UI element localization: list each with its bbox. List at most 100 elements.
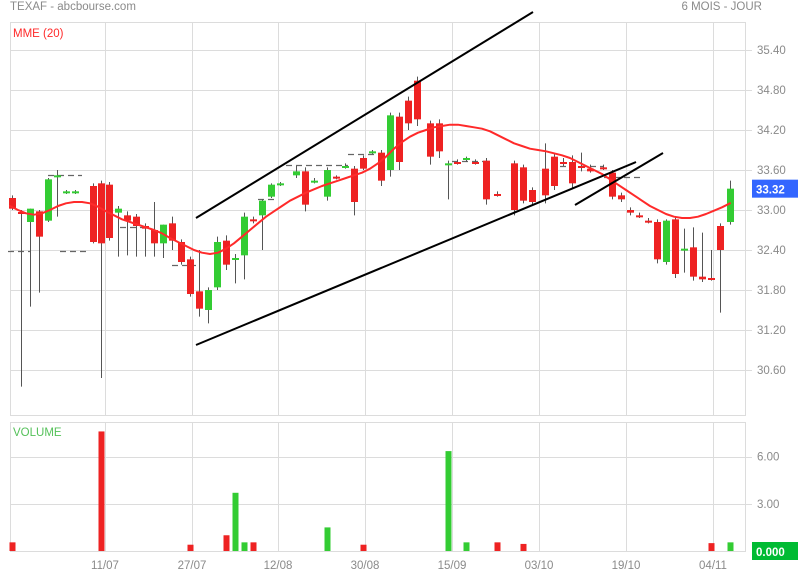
candlestick[interactable] xyxy=(18,210,25,387)
candlestick[interactable] xyxy=(277,182,284,186)
volume-bar[interactable] xyxy=(520,543,527,551)
candlestick[interactable] xyxy=(396,112,403,170)
date-tick-label: 11/07 xyxy=(91,560,119,572)
chart-title: TEXAF - abcbourse.com xyxy=(10,1,136,13)
candlestick[interactable] xyxy=(63,190,70,194)
price-tick-label: 30.60 xyxy=(757,365,786,377)
candlestick[interactable] xyxy=(699,232,706,282)
candlestick[interactable] xyxy=(187,256,194,297)
candlestick[interactable] xyxy=(560,158,567,166)
candlestick[interactable] xyxy=(133,214,140,257)
candlestick[interactable] xyxy=(708,250,715,281)
candlestick[interactable] xyxy=(36,210,43,293)
candlestick[interactable] xyxy=(520,164,527,204)
candlestick[interactable] xyxy=(369,150,376,154)
date-tick-label: 15/09 xyxy=(438,560,467,572)
volume-tick-label: 6.00 xyxy=(757,452,779,464)
candlestick[interactable] xyxy=(618,192,625,202)
volume-bar[interactable] xyxy=(98,431,105,551)
candlestick[interactable] xyxy=(160,224,167,258)
candlestick[interactable] xyxy=(511,160,518,216)
candlestick-series[interactable] xyxy=(9,76,734,387)
candlestick[interactable] xyxy=(483,158,490,205)
volume-tick-label: 3.00 xyxy=(757,499,779,511)
candlestick[interactable] xyxy=(600,164,607,170)
candlestick[interactable] xyxy=(232,254,239,284)
candlestick[interactable] xyxy=(569,155,576,189)
volume-axis-labels: 6.00 3.00 0.000 xyxy=(745,422,798,560)
price-axis-labels: 35.40 34.80 34.20 33.60 33.00 32.40 31.80 31.20… xyxy=(745,22,798,415)
volume-bar[interactable] xyxy=(250,542,257,551)
volume-bar[interactable] xyxy=(494,542,501,551)
candlestick[interactable] xyxy=(223,235,230,270)
candlestick[interactable] xyxy=(27,208,34,307)
volume-bar[interactable] xyxy=(241,542,248,551)
price-tick-label: 34.20 xyxy=(757,125,786,137)
candlestick[interactable] xyxy=(196,250,203,317)
candlestick[interactable] xyxy=(405,96,412,130)
volume-bar[interactable] xyxy=(187,544,194,551)
candlestick[interactable] xyxy=(529,187,536,205)
volume-bar[interactable] xyxy=(360,544,367,551)
candlestick[interactable] xyxy=(106,182,113,241)
candlestick[interactable] xyxy=(169,216,176,250)
candlestick[interactable] xyxy=(627,207,634,216)
candlestick[interactable] xyxy=(214,236,221,290)
candlestick[interactable] xyxy=(205,287,212,324)
candlestick[interactable] xyxy=(268,183,275,198)
candlestick[interactable] xyxy=(636,212,643,218)
candlestick[interactable] xyxy=(115,206,122,257)
candlestick[interactable] xyxy=(414,76,421,126)
candlestick[interactable] xyxy=(250,216,257,224)
candlestick[interactable] xyxy=(302,167,309,212)
candlestick[interactable] xyxy=(672,216,679,278)
price-tick-label: 33.60 xyxy=(757,165,786,177)
candlestick[interactable] xyxy=(241,212,248,280)
candlestick[interactable] xyxy=(654,219,661,264)
volume-panel-label: VOLUME xyxy=(13,427,62,439)
candlestick[interactable] xyxy=(124,211,131,256)
candlestick[interactable] xyxy=(690,227,697,281)
current-price-marker: 33.32 xyxy=(752,179,798,198)
volume-bar[interactable] xyxy=(445,451,452,551)
volume-bar[interactable] xyxy=(9,542,16,551)
volume-bar[interactable] xyxy=(463,542,470,551)
candlestick[interactable] xyxy=(494,191,501,197)
candlestick[interactable] xyxy=(293,166,300,178)
volume-bars[interactable] xyxy=(9,431,734,551)
candlestick[interactable] xyxy=(342,163,349,169)
candlestick[interactable] xyxy=(378,150,385,186)
candlestick[interactable] xyxy=(445,160,452,200)
volume-bar[interactable] xyxy=(223,535,230,551)
price-tick-label: 34.80 xyxy=(757,85,786,97)
candlestick[interactable] xyxy=(311,178,318,184)
candlestick[interactable] xyxy=(454,159,461,165)
candlestick[interactable] xyxy=(717,223,724,313)
volume-bar[interactable] xyxy=(232,492,239,551)
volume-bar[interactable] xyxy=(324,527,331,551)
candlestick[interactable] xyxy=(472,159,479,165)
candlestick[interactable] xyxy=(90,183,97,244)
candlestick[interactable] xyxy=(663,219,670,265)
candlestick[interactable] xyxy=(542,143,549,204)
candlestick[interactable] xyxy=(333,175,340,180)
candlestick[interactable] xyxy=(609,170,616,200)
candlestick[interactable] xyxy=(98,180,105,378)
candlestick[interactable] xyxy=(551,154,558,190)
candlestick[interactable] xyxy=(463,156,470,162)
candlestick[interactable] xyxy=(681,228,688,273)
candlestick[interactable] xyxy=(578,152,585,172)
candlestick[interactable] xyxy=(645,218,652,224)
volume-bar[interactable] xyxy=(727,542,734,551)
candlestick[interactable] xyxy=(54,170,61,217)
candlestick[interactable] xyxy=(72,190,79,194)
volume-bar[interactable] xyxy=(708,543,715,551)
date-tick-label: 19/10 xyxy=(612,560,641,572)
candlestick[interactable] xyxy=(259,199,266,250)
candlestick[interactable] xyxy=(387,112,394,177)
candlestick[interactable] xyxy=(45,178,52,222)
candlestick[interactable] xyxy=(360,155,367,170)
price-tick-label: 31.20 xyxy=(757,325,786,337)
